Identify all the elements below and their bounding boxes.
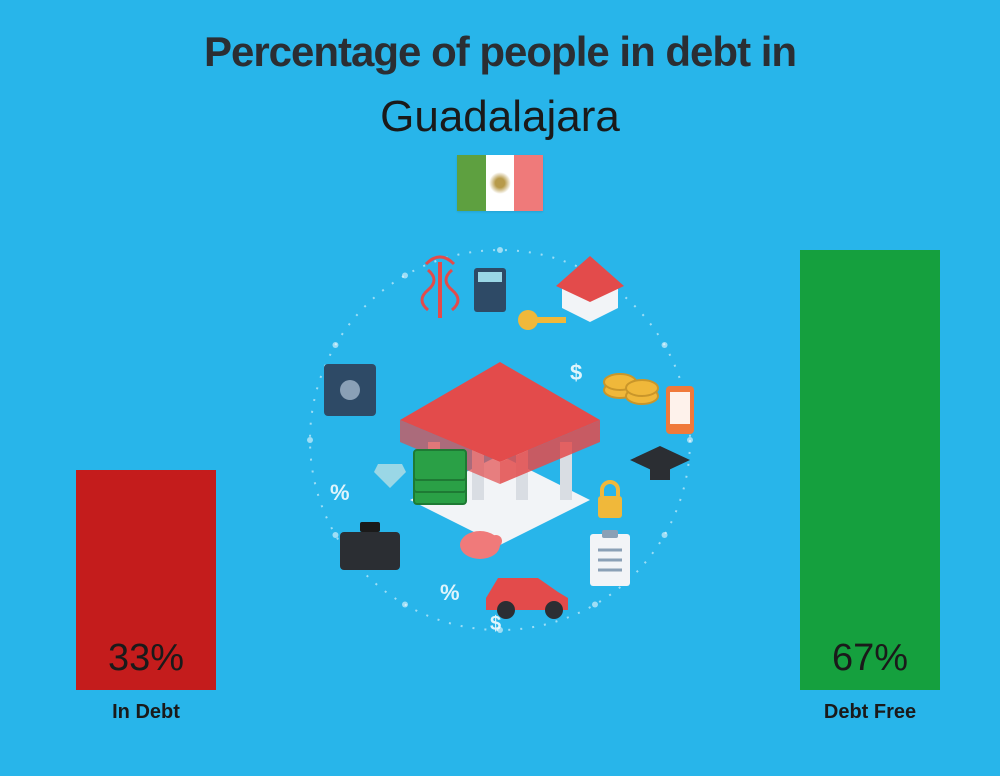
calculator-icon: [474, 268, 506, 312]
mexico-flag-icon: [457, 155, 543, 211]
bar-in-debt-label: In Debt: [46, 701, 246, 724]
phone-icon: [666, 386, 694, 434]
dollar-icon: $: [490, 613, 501, 635]
bar-debt-free-label: Debt Free: [770, 701, 970, 724]
flag-stripe-white: [486, 155, 515, 211]
house-icon: [556, 256, 624, 322]
bar-debt-free-value: 67%: [800, 637, 940, 680]
piggy-bank-icon: [460, 531, 502, 559]
flag-stripe-green: [457, 155, 486, 211]
safe-icon: [324, 364, 376, 416]
bar-in-debt: 33%: [76, 470, 216, 690]
graduation-cap-icon: [630, 446, 690, 480]
key-icon: [518, 310, 566, 330]
flag-stripe-red: [514, 155, 543, 211]
briefcase-icon: [340, 522, 400, 570]
coins-icon: [604, 374, 658, 404]
percent-icon: %: [330, 480, 350, 505]
subtitle: Guadalajara: [0, 92, 1000, 142]
clipboard-icon: [590, 530, 630, 586]
infographic-canvas: Percentage of people in debt in Guadalaj…: [0, 0, 1000, 776]
caduceus-icon: [422, 257, 458, 318]
percent-icon: %: [440, 580, 460, 605]
bar-in-debt-value: 33%: [76, 637, 216, 680]
lock-icon: [598, 482, 622, 518]
bar-debt-free: 67%: [800, 250, 940, 690]
dollar-icon: $: [570, 360, 582, 385]
finance-illustration: % % $ $: [280, 220, 720, 660]
flag-emblem-icon: [489, 172, 511, 194]
title: Percentage of people in debt in: [0, 28, 1000, 76]
diamond-icon: [374, 464, 406, 488]
cash-icon: [414, 450, 466, 504]
